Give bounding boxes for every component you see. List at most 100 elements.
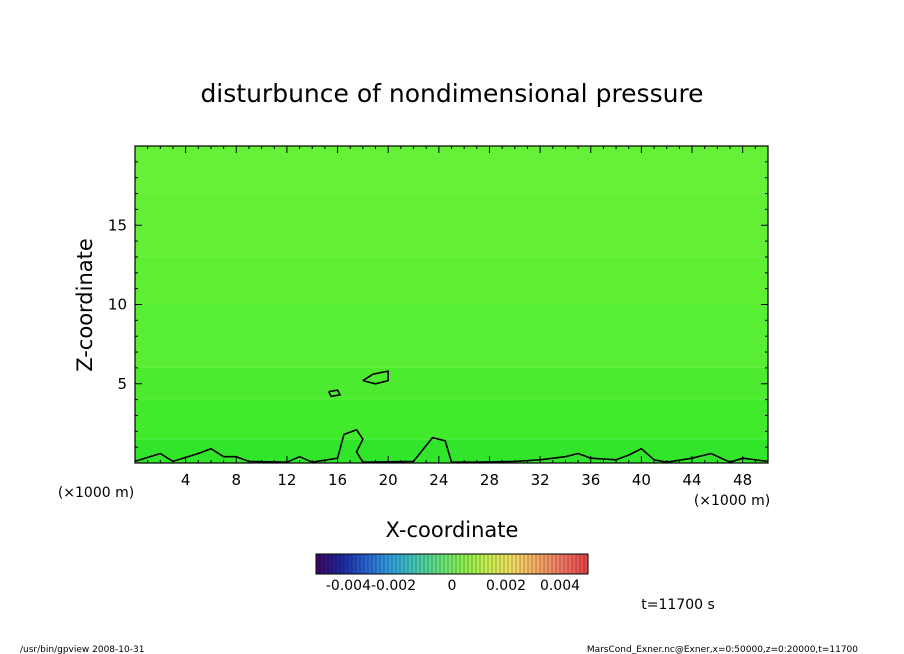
colorbar-segment [412,554,416,574]
colorbar-segment [524,554,528,574]
colorbar [315,554,588,574]
colorbar-segment [448,554,452,574]
colorbar-segment [508,554,512,574]
colorbar-segment [520,554,524,574]
colorbar-segment [540,554,544,574]
contour-line-1 [362,370,389,385]
colorbar-segment [480,554,484,574]
colorbar-frame [315,553,589,575]
colorbar-segment [468,554,472,574]
colorbar-tick-label: -0.004-0.002 [326,578,416,594]
colorbar-segment [488,554,492,574]
colorbar-segment [336,554,340,574]
colorbar-segment [376,554,380,574]
colorbar-segment [328,554,332,574]
y-tick-label: 10 [108,296,127,314]
colorbar-segment [344,554,348,574]
colorbar-segment [404,554,408,574]
colorbar-segment [400,554,404,574]
colorbar-segment [424,554,428,574]
x-tick-label: 24 [429,471,448,489]
colorbar-segment [436,554,440,574]
colorbar-segment [560,554,564,574]
x-tick-label: 16 [328,471,347,489]
colorbar-segment [388,554,392,574]
field-band-5 [135,193,768,257]
colorbar-segment [416,554,420,574]
colorbar-segment [348,554,352,574]
field-band-1 [135,399,768,440]
field-band-4 [135,256,768,305]
colorbar-segment [516,554,520,574]
colorbar-segment [552,554,556,574]
colorbar-segment [352,554,356,574]
colorbar-segment [580,554,584,574]
colorbar-segment [324,554,328,574]
colorbar-segment [440,554,444,574]
x-tick-label: 28 [480,471,499,489]
x-tick-label: 40 [632,471,651,489]
field-band-6 [135,146,768,194]
x-axis-label: X-coordinate [386,518,519,542]
footer-right: MarsCond_Exner.nc@Exner,x=0:50000,z=0:20… [587,645,858,654]
colorbar-segment [368,554,372,574]
time-label: t=11700 s [641,597,715,613]
pressure-field [135,146,768,463]
colorbar-segment [320,554,324,574]
colorbar-segment [456,554,460,574]
x-tick-label: 4 [181,471,191,489]
colorbar-segment [548,554,552,574]
x-tick-label: 48 [733,471,752,489]
colorbar-segment [476,554,480,574]
colorbar-tick-labels: -0.004-0.002 0 0.002 0.004 [326,578,580,594]
y-axis: 5 10 15 [108,161,768,448]
y-tick-label: 5 [117,375,127,393]
colorbar-segment [432,554,436,574]
colorbar-segment [428,554,432,574]
colorbar-segment [584,554,588,574]
field-band-0 [135,439,768,463]
x-tick-label: 8 [232,471,242,489]
colorbar-segment [316,554,320,574]
colorbar-tick-label: 0.004 [540,578,580,594]
x-tick-label: 36 [581,471,600,489]
colorbar-segment [392,554,396,574]
y-axis-label: Z-coordinate [73,238,97,372]
colorbar-segment [556,554,560,574]
x-tick-label: 44 [682,471,701,489]
colorbar-segment [364,554,368,574]
colorbar-segment [492,554,496,574]
colorbar-segment [452,554,456,574]
colorbar-segment [472,554,476,574]
colorbar-segment [532,554,536,574]
colorbar-segment [380,554,384,574]
colorbar-segment [572,554,576,574]
colorbar-segment [536,554,540,574]
colorbar-segment [384,554,388,574]
colorbar-segment [564,554,568,574]
x-unit-right: (×1000 m) [694,493,770,509]
colorbar-segment [360,554,364,574]
colorbar-tick-label: 0.002 [486,578,526,594]
x-tick-label: 12 [277,471,296,489]
colorbar-segment [500,554,504,574]
colorbar-segment [444,554,448,574]
colorbar-segment [332,554,336,574]
colorbar-segment [408,554,412,574]
colorbar-segment [504,554,508,574]
y-tick-label: 15 [108,216,127,234]
colorbar-segment [528,554,532,574]
chart-title: disturbunce of nondimensional pressure [200,79,703,108]
colorbar-segment [576,554,580,574]
colorbar-segment [356,554,360,574]
colorbar-segment [372,554,376,574]
field-band-2 [135,367,768,400]
colorbar-segment [420,554,424,574]
x-tick-label: 20 [379,471,398,489]
x-tick-label: 32 [531,471,550,489]
footer-left: /usr/bin/gpview 2008-10-31 [20,645,144,654]
colorbar-segment [496,554,500,574]
colorbar-segment [568,554,572,574]
colorbar-segment [512,554,516,574]
